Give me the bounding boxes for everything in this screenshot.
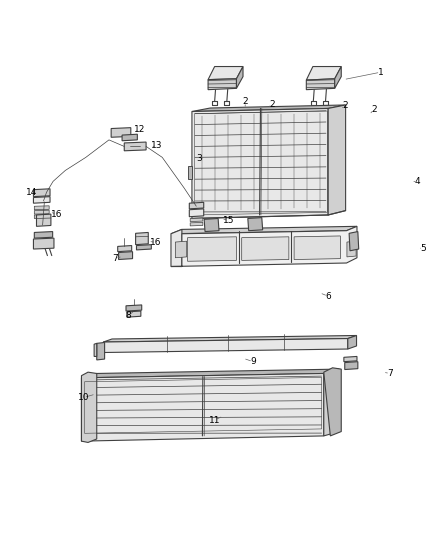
Text: 9: 9 [250, 357, 256, 366]
Polygon shape [348, 335, 357, 349]
Text: 3: 3 [197, 154, 202, 163]
Text: 2: 2 [371, 105, 377, 114]
Polygon shape [237, 67, 243, 88]
Polygon shape [349, 231, 359, 251]
Polygon shape [171, 229, 182, 266]
Polygon shape [136, 232, 148, 245]
Polygon shape [34, 215, 49, 219]
Polygon shape [122, 134, 138, 141]
Polygon shape [171, 227, 357, 234]
Polygon shape [34, 231, 53, 238]
Polygon shape [103, 335, 357, 342]
Polygon shape [187, 237, 237, 261]
Polygon shape [103, 338, 348, 352]
Polygon shape [81, 372, 97, 442]
Polygon shape [192, 105, 346, 111]
Polygon shape [294, 236, 340, 260]
Text: 6: 6 [325, 292, 331, 301]
Polygon shape [137, 245, 151, 250]
Polygon shape [306, 79, 335, 90]
Polygon shape [345, 362, 358, 369]
Polygon shape [111, 128, 131, 138]
Text: 1: 1 [378, 68, 383, 77]
Polygon shape [192, 108, 328, 219]
Polygon shape [81, 369, 339, 378]
Polygon shape [36, 214, 51, 227]
Text: 13: 13 [151, 141, 163, 150]
Polygon shape [190, 222, 203, 226]
Polygon shape [208, 67, 243, 79]
Polygon shape [187, 166, 192, 179]
Polygon shape [189, 209, 204, 217]
Text: 4: 4 [415, 177, 420, 186]
Text: 2: 2 [342, 101, 348, 110]
Polygon shape [171, 227, 357, 266]
Polygon shape [344, 357, 357, 362]
Text: 7: 7 [112, 254, 118, 263]
Text: 7: 7 [387, 369, 393, 378]
Polygon shape [189, 203, 204, 209]
Text: 11: 11 [209, 416, 220, 425]
Text: 15: 15 [223, 216, 234, 225]
Polygon shape [175, 241, 187, 258]
Polygon shape [118, 246, 132, 252]
Text: 5: 5 [420, 244, 426, 253]
Polygon shape [324, 368, 341, 436]
Polygon shape [34, 206, 49, 210]
Polygon shape [208, 79, 237, 90]
Text: 16: 16 [51, 209, 62, 219]
Text: 14: 14 [26, 188, 38, 197]
Polygon shape [127, 311, 141, 317]
Polygon shape [328, 105, 346, 215]
Text: 10: 10 [78, 393, 89, 402]
Polygon shape [126, 305, 142, 311]
Polygon shape [119, 252, 133, 260]
Polygon shape [33, 197, 50, 203]
Polygon shape [306, 67, 341, 80]
Polygon shape [33, 189, 50, 197]
Polygon shape [242, 237, 289, 261]
Polygon shape [324, 369, 339, 436]
Text: 16: 16 [150, 238, 162, 247]
Polygon shape [124, 142, 146, 151]
Polygon shape [204, 219, 219, 231]
Polygon shape [248, 217, 263, 231]
Polygon shape [94, 343, 97, 357]
Text: 8: 8 [125, 311, 131, 320]
Text: 12: 12 [134, 125, 145, 134]
Polygon shape [81, 374, 324, 441]
Polygon shape [33, 238, 54, 249]
Text: 2: 2 [269, 100, 275, 109]
Polygon shape [190, 218, 203, 222]
Polygon shape [97, 343, 105, 360]
Polygon shape [34, 210, 49, 214]
Polygon shape [347, 241, 356, 257]
Text: 2: 2 [242, 98, 248, 107]
Polygon shape [335, 67, 341, 88]
